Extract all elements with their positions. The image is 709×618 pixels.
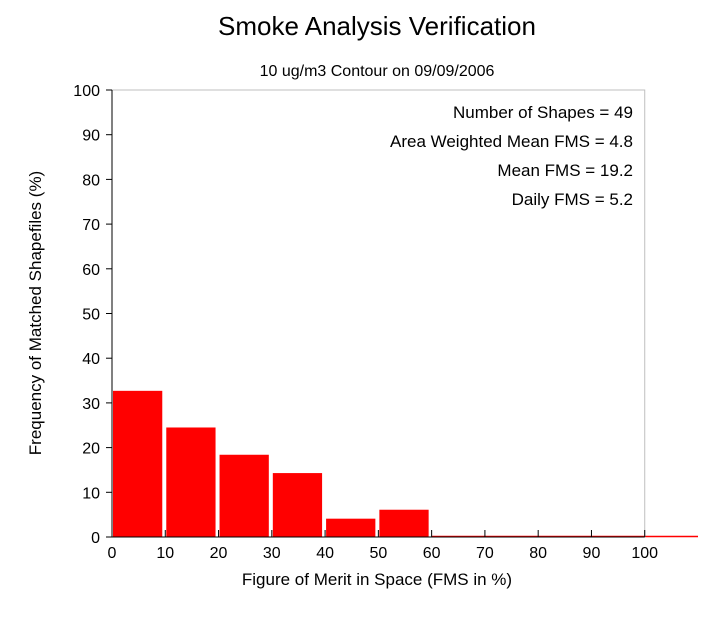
x-tick-label-50: 50 xyxy=(369,545,387,562)
bar-40-50 xyxy=(326,518,376,537)
chart-title: Smoke Analysis Verification xyxy=(218,11,536,41)
y-tick-label-70: 70 xyxy=(82,217,100,234)
x-tick-label-100: 100 xyxy=(631,545,658,562)
bar-10-20 xyxy=(166,427,216,537)
y-tick-label-40: 40 xyxy=(82,351,100,368)
x-axis-label: Figure of Merit in Space (FMS in %) xyxy=(242,570,512,589)
y-tick-label-30: 30 xyxy=(82,396,100,413)
bar-0-10 xyxy=(113,390,163,537)
x-tick-label-20: 20 xyxy=(210,545,228,562)
x-tick-label-70: 70 xyxy=(476,545,494,562)
x-tick-label-10: 10 xyxy=(156,545,174,562)
annotation-1: Area Weighted Mean FMS = 4.8 xyxy=(390,132,633,151)
x-tick-label-30: 30 xyxy=(263,545,281,562)
axes-group: 0 10 20 30 40 50 60 70 80 90 100 0 10 20 30 40 50 60 70 80 9… xyxy=(73,83,658,562)
y-tick-label-50: 50 xyxy=(82,307,100,324)
bar-20-30 xyxy=(219,454,269,537)
y-tick-label-20: 20 xyxy=(82,441,100,458)
y-tick-label-10: 10 xyxy=(82,485,100,502)
annotation-0: Number of Shapes = 49 xyxy=(453,103,633,122)
bar-30-40 xyxy=(272,473,323,537)
annotation-2: Mean FMS = 19.2 xyxy=(497,161,633,180)
chart-subtitle: 10 ug/m3 Contour on 09/09/2006 xyxy=(260,63,495,80)
x-tick-label-60: 60 xyxy=(423,545,441,562)
x-tick-label-80: 80 xyxy=(529,545,547,562)
annotations-group: Number of Shapes = 49 Area Weighted Mean … xyxy=(390,103,633,209)
bar-50-60 xyxy=(379,509,429,537)
y-tick-label-0: 0 xyxy=(91,530,100,547)
x-tick-label-40: 40 xyxy=(316,545,334,562)
y-tick-label-80: 80 xyxy=(82,172,100,189)
y-axis-label: Frequency of Matched Shapefiles (%) xyxy=(26,171,45,455)
y-tick-label-100: 100 xyxy=(73,83,100,100)
x-tick-label-0: 0 xyxy=(108,545,117,562)
y-tick-label-60: 60 xyxy=(82,262,100,279)
x-tick-label-90: 90 xyxy=(583,545,601,562)
y-tick-label-90: 90 xyxy=(82,128,100,145)
annotation-3: Daily FMS = 5.2 xyxy=(512,190,633,209)
